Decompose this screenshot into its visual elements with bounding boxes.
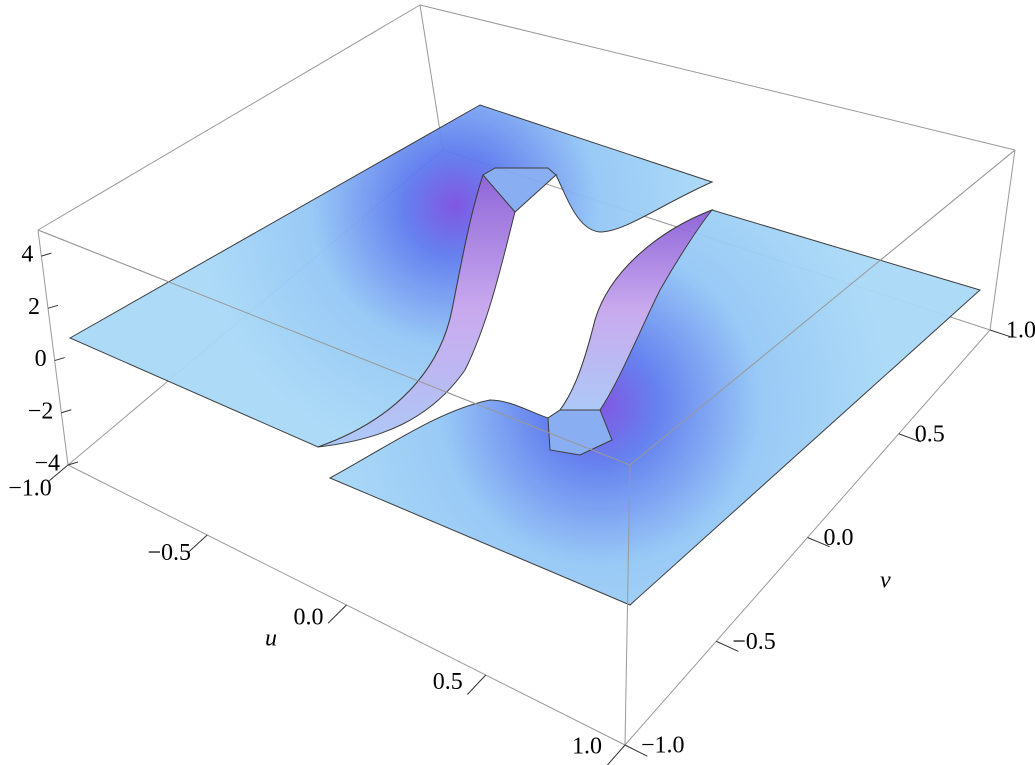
- y-axis-label: v: [880, 568, 891, 594]
- x-tick-label: 0.0: [294, 605, 324, 631]
- x-tick: [48, 464, 69, 482]
- y-tick-label: −0.5: [732, 629, 776, 655]
- z-tick: [67, 461, 79, 466]
- y-tick: [624, 744, 648, 757]
- box-edge: [624, 464, 631, 746]
- box-edge: [989, 149, 1016, 331]
- y-tick-label: 0.5: [915, 421, 945, 447]
- box-edge: [37, 229, 69, 466]
- y-tick: [898, 433, 921, 443]
- box-edge: [629, 149, 1016, 466]
- y-tick-label: −1.0: [641, 733, 685, 759]
- x-tick: [327, 604, 347, 624]
- x-tick-label: −0.5: [147, 540, 191, 566]
- y-tick: [989, 329, 1013, 338]
- z-tick-label: 0: [35, 346, 47, 372]
- surface: [68, 104, 981, 606]
- y-tick-label: 1.0: [1006, 318, 1035, 344]
- surface-plateau: [547, 409, 613, 456]
- x-tick-label: −1.0: [8, 476, 52, 502]
- box-edge: [419, 4, 1016, 151]
- z-tick: [41, 252, 52, 257]
- box-edge: [419, 4, 444, 151]
- surface-plateau: [482, 167, 557, 213]
- x-tick: [606, 744, 626, 765]
- box-edge: [37, 229, 631, 466]
- y-tick: [716, 640, 739, 652]
- x-tick-label: 0.5: [433, 669, 463, 695]
- x-tick: [188, 534, 208, 553]
- y-tick: [807, 537, 830, 548]
- x-tick: [467, 674, 487, 695]
- axes: −1.0 −0.5 0.0 0.5 1.0 −1.0 −0.5 0.0 0.5 1.0 −4 −2 0 2…: [8, 242, 1035, 765]
- z-tick: [54, 357, 65, 362]
- x-axis-label: u: [265, 626, 277, 652]
- surface-curtain: [317, 174, 558, 448]
- z-tick-label: −2: [28, 398, 54, 424]
- y-tick-label: 0.0: [824, 525, 854, 551]
- x-tick-label: 1.0: [572, 734, 602, 760]
- z-tick-label: 4: [21, 242, 33, 268]
- z-tick: [61, 409, 72, 414]
- z-tick-label: −4: [34, 451, 60, 477]
- z-tick: [47, 304, 59, 309]
- box-edges: [37, 149, 1016, 746]
- z-tick-label: 2: [28, 294, 40, 320]
- box-edge: [37, 4, 421, 231]
